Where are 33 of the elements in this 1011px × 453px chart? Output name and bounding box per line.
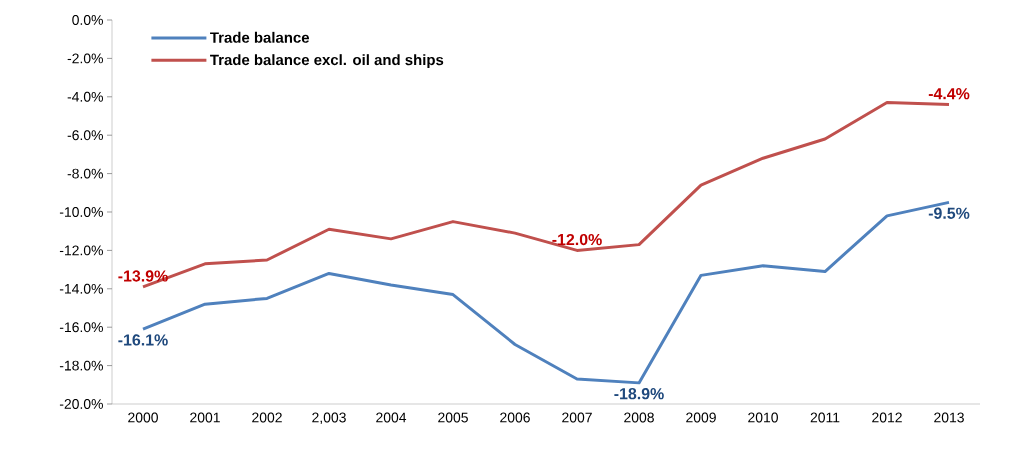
x-tick-label: 2000 (128, 412, 158, 423)
data-label: -16.1% (118, 334, 168, 346)
y-tick-label: -14.0% (59, 283, 103, 294)
y-tick-label: -16.0% (59, 322, 103, 333)
legend-label: Trade balance (210, 31, 310, 43)
x-tick-label: 2008 (624, 412, 654, 423)
x-tick-label: 2007 (562, 412, 592, 423)
y-tick-label: -12.0% (59, 245, 103, 256)
data-label: -9.5% (928, 207, 970, 219)
x-tick-label: 2010 (748, 412, 778, 423)
y-tick-label: -2.0% (67, 53, 103, 64)
y-tick-label: -10.0% (59, 207, 103, 217)
x-tick-label: 2005 (438, 412, 468, 423)
x-tick-label: 2009 (686, 412, 716, 423)
x-tick-label: 2006 (500, 412, 530, 423)
x-tick-label: 2013 (934, 412, 964, 423)
y-tick-label: -6.0% (67, 130, 103, 141)
x-tick-label: 2002 (252, 412, 282, 423)
x-tick-label: 2004 (376, 412, 407, 423)
data-label: -4.4% (928, 88, 970, 100)
x-tick-label: 2001 (190, 412, 220, 423)
data-label: -13.9% (118, 270, 168, 282)
y-tick-label: -20.0% (59, 399, 103, 409)
data-label: -18.9% (614, 388, 664, 400)
x-tick-label: 2,003 (312, 412, 346, 425)
y-tick-label: -4.0% (67, 91, 103, 102)
legend-label: Trade balance excl. oil and ships (210, 54, 444, 69)
x-tick-label: 2011 (810, 412, 840, 423)
y-tick-label: -8.0% (67, 168, 103, 179)
y-tick-label: -18.0% (59, 360, 103, 371)
data-label: -12.0% (552, 233, 602, 246)
y-tick-label: 0.0% (72, 15, 103, 25)
x-tick-label: 2012 (872, 412, 902, 423)
